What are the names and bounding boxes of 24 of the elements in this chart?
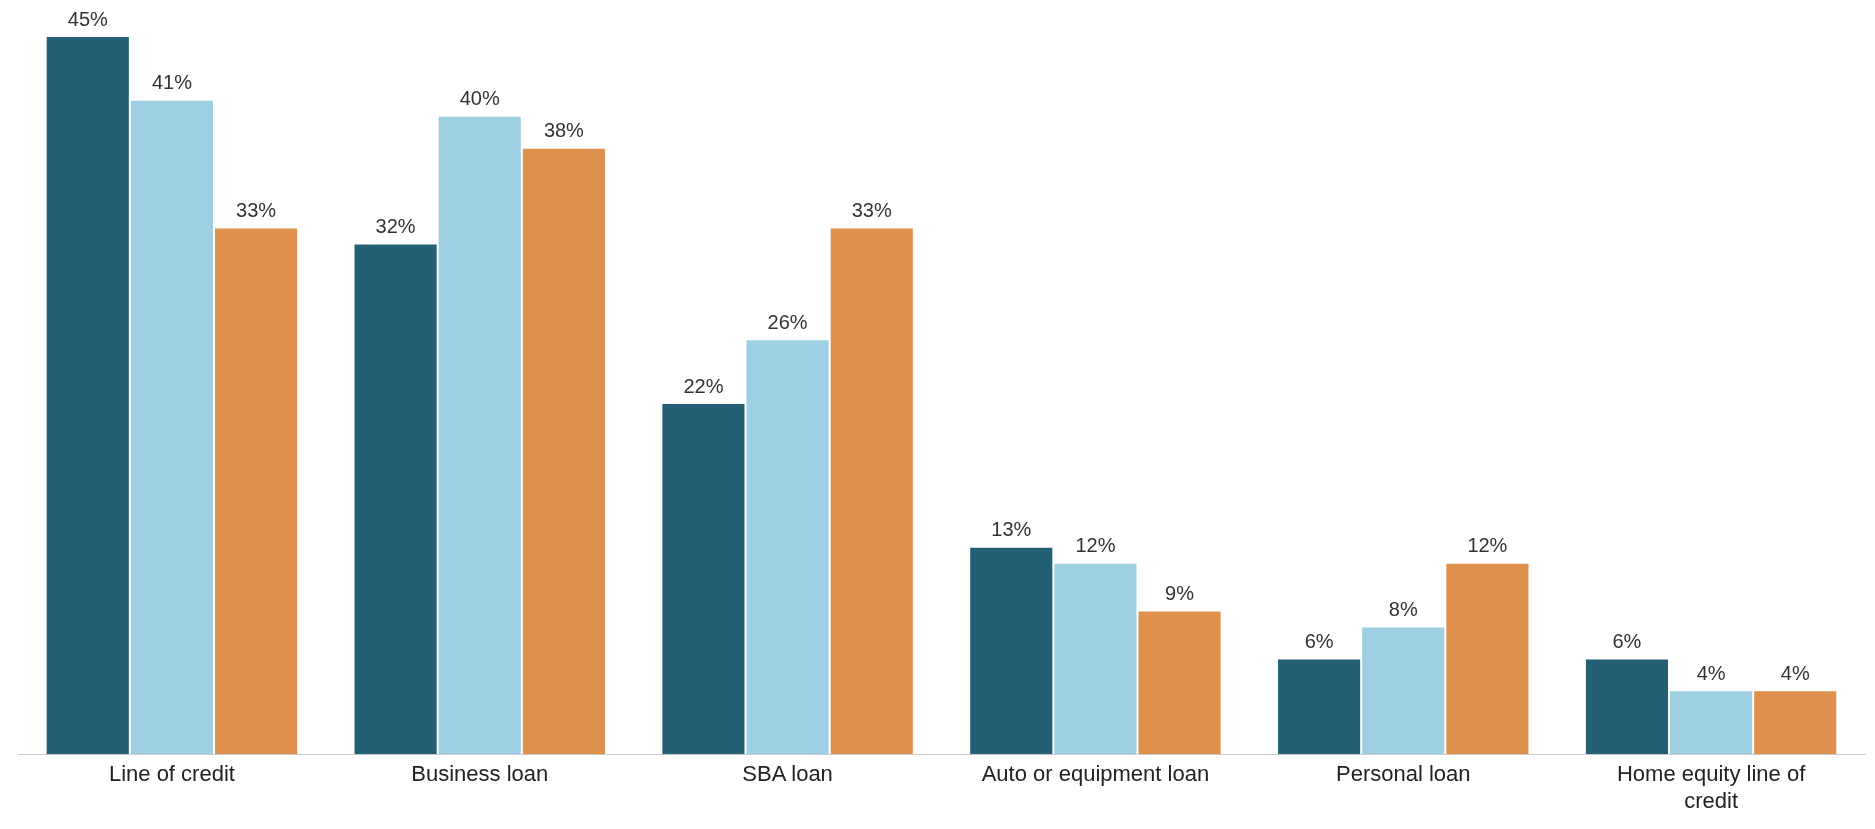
data-label: 22% (683, 374, 724, 397)
x-tick-label: Business loan (411, 761, 549, 787)
data-label: 4% (1696, 661, 1726, 684)
data-label: 32% (375, 215, 416, 237)
data-label: 26% (767, 310, 808, 333)
data-label: 45% (67, 7, 109, 30)
data-label: 33% (851, 199, 892, 222)
data-label: 13% (991, 518, 1032, 541)
data-label: 40% (459, 87, 500, 110)
x-tick-label: Home equity line of credit (1616, 761, 1807, 813)
data-label: 4% (1780, 661, 1810, 684)
data-label: 6% (1304, 629, 1334, 652)
data-label: 41% (151, 71, 193, 94)
x-tick-label: Personal loan (1335, 761, 1471, 787)
data-label: 8% (1388, 598, 1418, 621)
data-label: 38% (543, 119, 585, 142)
data-label: 12% (1467, 534, 1508, 557)
x-tick-label: Line of credit (108, 761, 235, 787)
data-label: 33% (236, 199, 277, 222)
data-label: 9% (1165, 582, 1195, 605)
data-label: 6% (1612, 629, 1642, 652)
x-tick-label: SBA loan (742, 761, 833, 787)
x-tick-label: Auto or equipment loan (981, 761, 1210, 787)
data-label: 12% (1075, 534, 1116, 557)
